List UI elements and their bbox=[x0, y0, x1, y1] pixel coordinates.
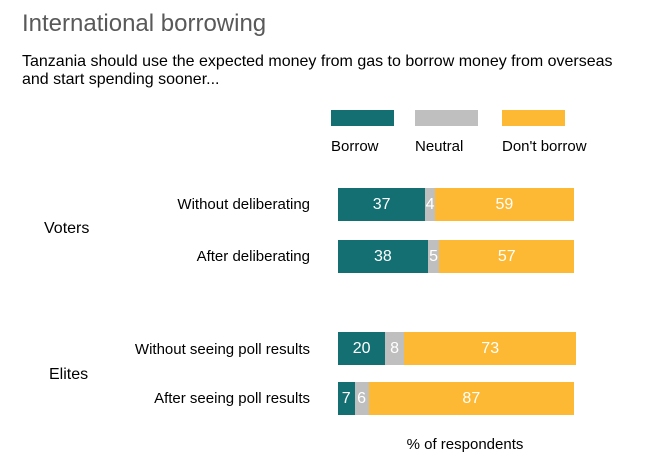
legend-item-borrow: Borrow bbox=[331, 110, 394, 155]
stacked-bar: 20 8 73 bbox=[338, 332, 577, 365]
neutral-segment: 6 bbox=[354, 382, 369, 415]
legend-swatch-dont-borrow bbox=[502, 110, 565, 126]
dont-borrow-segment: 73 bbox=[404, 332, 577, 365]
chart-title: International borrowing bbox=[22, 10, 267, 37]
data-label: 59 bbox=[495, 195, 514, 213]
stacked-bar: 7 6 87 bbox=[338, 382, 574, 415]
neutral-segment: 4 bbox=[425, 188, 435, 221]
dont-borrow-segment: 57 bbox=[439, 240, 574, 273]
borrow-segment: 38 bbox=[338, 240, 428, 273]
stacked-bar: 38 5 57 bbox=[338, 240, 574, 273]
data-label: 73 bbox=[481, 339, 500, 357]
legend-label-borrow: Borrow bbox=[331, 138, 379, 155]
data-label: 20 bbox=[352, 339, 371, 357]
legend-item-neutral: Neutral bbox=[415, 110, 478, 155]
legend-swatch-borrow bbox=[331, 110, 394, 126]
category-label: Without seeing poll results bbox=[134, 341, 310, 358]
legend-swatch-neutral bbox=[415, 110, 478, 126]
neutral-segment: 8 bbox=[385, 332, 405, 365]
data-label: 87 bbox=[462, 389, 481, 407]
group-label-voters: Voters bbox=[44, 220, 90, 237]
chart-subtitle: Tanzania should use the expected money f… bbox=[22, 53, 613, 88]
neutral-segment: 5 bbox=[427, 240, 440, 273]
legend-label-dont-borrow: Don't borrow bbox=[502, 138, 587, 155]
legend-item-dont-borrow: Don't borrow bbox=[502, 110, 587, 155]
data-label: 37 bbox=[372, 195, 391, 213]
data-label: 5 bbox=[429, 247, 439, 265]
dont-borrow-segment: 87 bbox=[368, 382, 574, 415]
borrow-segment: 7 bbox=[338, 382, 355, 415]
group-label-elites: Elites bbox=[49, 366, 89, 383]
dont-borrow-segment: 59 bbox=[434, 188, 574, 221]
data-label: 6 bbox=[357, 389, 367, 407]
borrow-segment: 37 bbox=[338, 188, 426, 221]
data-label: 38 bbox=[373, 247, 392, 265]
stacked-bar: 37 4 59 bbox=[338, 188, 574, 221]
legend-label-neutral: Neutral bbox=[415, 138, 464, 155]
data-label: 57 bbox=[497, 247, 516, 265]
data-label: 8 bbox=[390, 339, 400, 357]
x-axis-label: % of respondents bbox=[406, 436, 524, 453]
borrow-segment: 20 bbox=[338, 332, 386, 365]
data-label: 7 bbox=[341, 389, 351, 407]
category-label: After seeing poll results bbox=[154, 390, 310, 407]
category-label: Without deliberating bbox=[177, 196, 310, 213]
data-label: 4 bbox=[425, 195, 435, 213]
category-label: After deliberating bbox=[196, 248, 310, 265]
